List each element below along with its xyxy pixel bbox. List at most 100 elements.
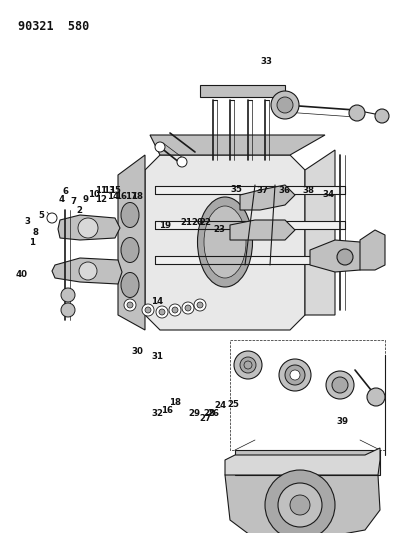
Circle shape — [271, 91, 299, 119]
Circle shape — [290, 370, 300, 380]
Text: 28: 28 — [203, 409, 215, 417]
Circle shape — [142, 304, 154, 316]
Polygon shape — [360, 230, 385, 270]
Text: 12: 12 — [96, 196, 107, 204]
Bar — [155, 186, 345, 194]
Text: 7: 7 — [70, 197, 77, 206]
Circle shape — [367, 388, 385, 406]
Circle shape — [240, 357, 256, 373]
Text: 1: 1 — [29, 238, 35, 247]
Text: 33: 33 — [261, 57, 273, 66]
Polygon shape — [145, 155, 305, 330]
Circle shape — [169, 304, 181, 316]
Text: 31: 31 — [151, 352, 163, 360]
Text: 24: 24 — [215, 401, 227, 409]
Text: 38: 38 — [302, 187, 314, 195]
Text: 23: 23 — [213, 225, 225, 233]
Text: 35: 35 — [231, 185, 243, 193]
Circle shape — [285, 365, 305, 385]
Circle shape — [47, 213, 57, 223]
Polygon shape — [225, 448, 380, 475]
Text: 19: 19 — [159, 222, 171, 230]
Text: 22: 22 — [199, 219, 211, 227]
Circle shape — [61, 288, 75, 302]
Polygon shape — [118, 155, 145, 330]
Text: 17: 17 — [125, 192, 137, 200]
Polygon shape — [150, 135, 325, 155]
Ellipse shape — [204, 206, 246, 278]
Ellipse shape — [121, 238, 139, 262]
Circle shape — [155, 142, 165, 152]
Text: 13: 13 — [103, 187, 115, 195]
Circle shape — [127, 302, 133, 308]
Text: 34: 34 — [322, 190, 334, 199]
Text: 20: 20 — [191, 219, 203, 227]
Text: 37: 37 — [257, 187, 269, 195]
Circle shape — [197, 302, 203, 308]
Ellipse shape — [197, 197, 252, 287]
Circle shape — [172, 307, 178, 313]
Circle shape — [177, 157, 187, 167]
Circle shape — [145, 307, 151, 313]
Polygon shape — [310, 240, 370, 272]
Ellipse shape — [121, 272, 139, 297]
Text: 16: 16 — [115, 192, 127, 200]
Circle shape — [290, 495, 310, 515]
Polygon shape — [225, 460, 380, 533]
Circle shape — [375, 109, 389, 123]
Text: 39: 39 — [336, 417, 348, 425]
Text: 5: 5 — [39, 212, 45, 220]
Circle shape — [349, 105, 365, 121]
Circle shape — [326, 371, 354, 399]
Circle shape — [185, 305, 191, 311]
Polygon shape — [230, 220, 295, 240]
Text: 14: 14 — [151, 297, 163, 305]
Circle shape — [332, 377, 348, 393]
Bar — [155, 221, 345, 229]
Text: 18: 18 — [131, 192, 143, 200]
Circle shape — [78, 218, 98, 238]
Text: 90321  580: 90321 580 — [18, 20, 89, 33]
Text: 27: 27 — [199, 414, 211, 423]
Text: 21: 21 — [180, 219, 192, 227]
Text: 30: 30 — [131, 348, 143, 356]
Bar — [200, 85, 285, 97]
Text: 40: 40 — [16, 270, 28, 279]
Circle shape — [234, 351, 262, 379]
Bar — [230, 340, 385, 450]
Circle shape — [159, 309, 165, 315]
Bar — [155, 256, 345, 264]
Text: 8: 8 — [33, 228, 39, 237]
Circle shape — [279, 359, 311, 391]
Text: 32: 32 — [151, 409, 163, 417]
Circle shape — [278, 483, 322, 527]
Polygon shape — [240, 185, 295, 210]
Circle shape — [79, 262, 97, 280]
Circle shape — [124, 299, 136, 311]
Text: 15: 15 — [109, 187, 121, 195]
Circle shape — [244, 361, 252, 369]
Text: 36: 36 — [279, 187, 291, 195]
Text: 25: 25 — [227, 400, 239, 408]
Text: 2: 2 — [76, 206, 83, 215]
Polygon shape — [52, 258, 122, 284]
Text: 10: 10 — [88, 190, 100, 199]
Circle shape — [61, 303, 75, 317]
Circle shape — [277, 97, 293, 113]
Circle shape — [194, 299, 206, 311]
Circle shape — [337, 249, 353, 265]
Text: 14: 14 — [107, 192, 119, 200]
Polygon shape — [58, 215, 120, 240]
Text: 4: 4 — [59, 196, 65, 204]
Text: 3: 3 — [25, 217, 31, 225]
Circle shape — [182, 302, 194, 314]
Text: 16: 16 — [161, 406, 173, 415]
Text: 18: 18 — [169, 398, 181, 407]
Circle shape — [265, 470, 335, 533]
Text: 9: 9 — [82, 196, 89, 204]
Bar — [235, 450, 380, 475]
Polygon shape — [305, 150, 335, 315]
Text: 6: 6 — [62, 188, 69, 196]
Text: 29: 29 — [188, 409, 200, 417]
Circle shape — [156, 306, 168, 318]
